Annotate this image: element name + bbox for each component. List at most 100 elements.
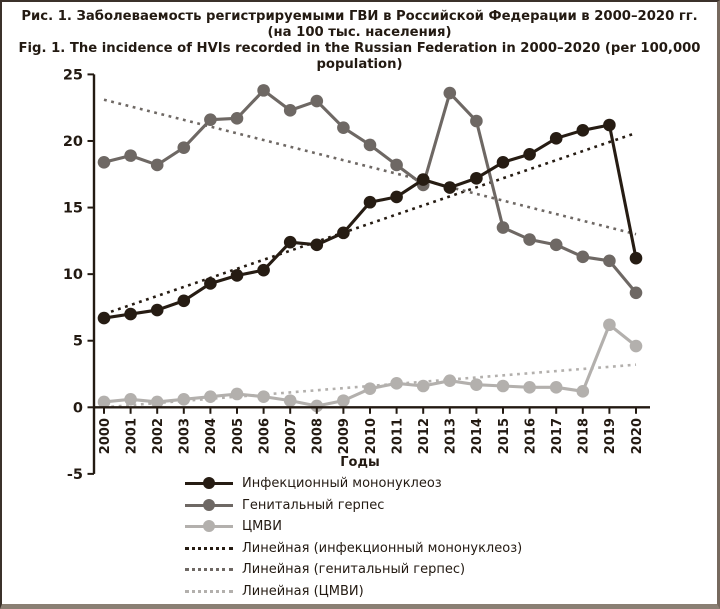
x-tick-label: 2005 bbox=[231, 418, 246, 454]
series-marker-0-2005 bbox=[230, 269, 244, 282]
legend-dotted-swatch bbox=[185, 585, 233, 598]
x-tick-label: 2016 bbox=[523, 418, 538, 454]
series-marker-2-2014 bbox=[470, 378, 483, 391]
series-marker-1-2005 bbox=[230, 112, 244, 125]
figure-title-russian-subtitle: (на 100 тыс. населения) bbox=[267, 25, 452, 40]
legend-item-label: Генитальный герпес bbox=[242, 497, 385, 513]
series-marker-0-2014 bbox=[470, 171, 483, 185]
y-tick-label: 25 bbox=[63, 67, 83, 83]
series-marker-2-2003 bbox=[177, 393, 191, 406]
legend-item-cmv: ЦМВИ bbox=[185, 516, 522, 538]
legend-line-swatch bbox=[185, 520, 233, 533]
y-tick-label: 5 bbox=[73, 334, 83, 350]
series-marker-0-2020 bbox=[629, 251, 643, 265]
series-marker-0-2006 bbox=[257, 263, 270, 277]
x-tick-label: 2003 bbox=[178, 418, 193, 454]
legend-item-trend-cmv: Линейная (ЦМВИ) bbox=[185, 581, 522, 603]
series-marker-0-2015 bbox=[496, 155, 510, 169]
series-marker-1-2003 bbox=[177, 141, 191, 154]
trend-line-0 bbox=[103, 131, 637, 316]
series-marker-0-2001 bbox=[124, 307, 137, 321]
series-marker-0-2012 bbox=[416, 173, 430, 186]
series-marker-0-2010 bbox=[363, 195, 377, 209]
series-marker-2-2007 bbox=[283, 394, 297, 407]
series-marker-0-2011 bbox=[390, 190, 403, 204]
series-marker-0-2018 bbox=[576, 124, 590, 137]
series-marker-1-2009 bbox=[337, 121, 350, 134]
series-marker-1-2017 bbox=[549, 238, 563, 252]
series-marker-2-2009 bbox=[337, 394, 350, 407]
trend-line-1 bbox=[103, 98, 637, 236]
series-marker-1-2001 bbox=[124, 149, 137, 162]
series-marker-2-2011 bbox=[390, 377, 403, 390]
series-marker-0-2019 bbox=[603, 118, 616, 132]
x-tick-label: 2020 bbox=[630, 418, 645, 454]
series-marker-1-2016 bbox=[523, 233, 536, 246]
legend-item-trend-mononucleosis: Линейная (инфекционный мононуклеоз) bbox=[185, 538, 522, 560]
x-axis-title: Годы bbox=[340, 455, 379, 470]
series-marker-0-2013 bbox=[443, 181, 457, 194]
x-tick-label: 2012 bbox=[417, 418, 432, 454]
x-tick-label: 2018 bbox=[577, 418, 592, 454]
series-marker-1-2010 bbox=[363, 138, 377, 152]
series-marker-0-2002 bbox=[150, 303, 164, 317]
series-marker-2-2001 bbox=[124, 393, 137, 406]
legend-dotted-swatch bbox=[185, 563, 233, 576]
legend-line-swatch bbox=[185, 477, 233, 490]
series-marker-1-2007 bbox=[283, 104, 297, 117]
x-tick-label: 2008 bbox=[311, 418, 326, 454]
x-tick-label: 2013 bbox=[444, 418, 459, 454]
legend-item-label: Инфекционный мононуклеоз bbox=[242, 476, 442, 492]
figure-title-english: Fig. 1. The incidence of HVIs recorded i… bbox=[18, 41, 701, 72]
x-tick-label: 2000 bbox=[98, 418, 113, 454]
series-marker-0-2004 bbox=[204, 277, 217, 290]
series-marker-1-2011 bbox=[390, 158, 403, 172]
series-marker-1-2014 bbox=[470, 114, 483, 128]
series-marker-1-2006 bbox=[257, 84, 270, 97]
y-tick-label: 15 bbox=[63, 201, 83, 217]
legend-line-swatch bbox=[185, 498, 233, 512]
x-tick-label: 2007 bbox=[284, 418, 299, 454]
x-tick-label: 2014 bbox=[470, 418, 485, 454]
series-marker-0-2003 bbox=[177, 294, 191, 308]
legend-dotted-swatch bbox=[185, 542, 233, 555]
legend-item-label: Линейная (ЦМВИ) bbox=[242, 583, 364, 599]
x-tick-label: 2017 bbox=[550, 418, 565, 454]
series-marker-1-2018 bbox=[576, 250, 590, 264]
legend-item-label: Линейная (инфекционный мононуклеоз) bbox=[242, 540, 523, 556]
series-marker-2-2000 bbox=[97, 395, 111, 409]
series-marker-0-2016 bbox=[523, 147, 536, 161]
series-marker-2-2016 bbox=[523, 381, 536, 394]
series-marker-2-2015 bbox=[496, 379, 510, 393]
legend-item-label: ЦМВИ bbox=[242, 519, 282, 535]
series-marker-2-2004 bbox=[204, 390, 217, 403]
x-tick-label: 2010 bbox=[364, 418, 379, 454]
series-marker-2-2010 bbox=[363, 382, 377, 395]
y-tick-label: 20 bbox=[63, 134, 83, 150]
figure-title-russian: Рис. 1. Заболеваемость регистрируемыми Г… bbox=[21, 9, 698, 24]
x-tick-label: 2009 bbox=[337, 418, 352, 454]
series-marker-1-2013 bbox=[443, 86, 457, 100]
series-marker-0-2007 bbox=[283, 235, 297, 249]
series-marker-0-2008 bbox=[310, 238, 324, 252]
series-marker-1-2020 bbox=[629, 286, 643, 300]
series-marker-0-2000 bbox=[97, 311, 111, 325]
series-marker-2-2008 bbox=[310, 399, 324, 413]
x-tick-label: 2002 bbox=[151, 418, 166, 454]
legend-item-mononucleosis: Инфекционный мононуклеоз bbox=[185, 473, 522, 495]
x-tick-label: 2019 bbox=[603, 418, 618, 454]
series-marker-2-2013 bbox=[443, 374, 457, 387]
x-tick-label: 2015 bbox=[497, 418, 512, 454]
series-marker-0-2009 bbox=[337, 226, 350, 240]
series-marker-1-2000 bbox=[97, 155, 111, 169]
x-tick-label: 2004 bbox=[204, 418, 219, 454]
legend-item-trend-genital-herpes: Линейная (генитальный герпес) bbox=[185, 559, 522, 581]
series-marker-2-2020 bbox=[629, 339, 643, 353]
legend-item-label: Линейная (генитальный герпес) bbox=[242, 562, 466, 578]
series-marker-2-2019 bbox=[603, 318, 616, 332]
x-tick-label: 2006 bbox=[257, 418, 272, 454]
series-marker-0-2017 bbox=[549, 132, 563, 145]
series-marker-2-2017 bbox=[549, 381, 563, 394]
